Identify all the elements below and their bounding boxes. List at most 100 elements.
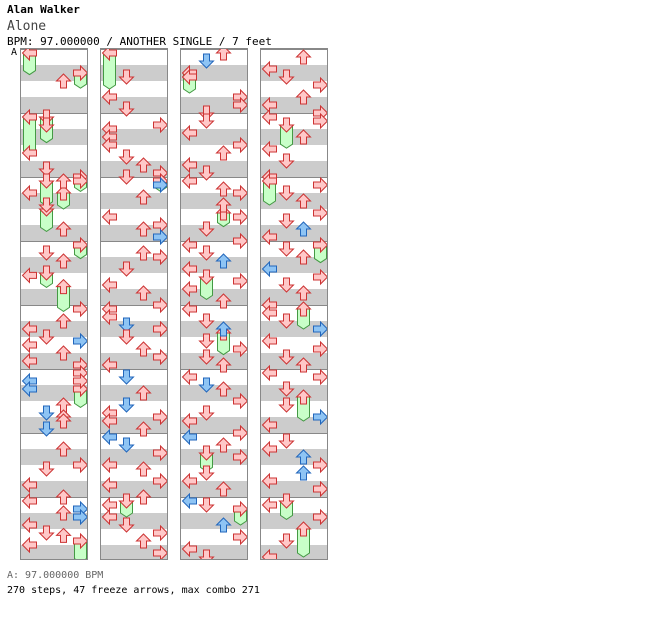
down-arrow [38, 329, 55, 345]
right-arrow [153, 320, 167, 338]
down-arrow [118, 369, 135, 385]
freeze-arrow-head [233, 500, 247, 518]
up-arrow [295, 465, 312, 481]
up-arrow [135, 189, 152, 205]
freeze-arrow-head [73, 172, 87, 190]
left-arrow [261, 416, 277, 434]
left-arrow [261, 140, 277, 158]
up-arrow [55, 441, 72, 457]
right-arrow [233, 424, 247, 442]
beat-stripe [181, 225, 247, 241]
beat-stripe [101, 353, 167, 369]
right-arrow [153, 228, 167, 246]
left-arrow [101, 508, 117, 526]
beat-stripe [101, 65, 167, 81]
chart-column-svg [21, 49, 87, 559]
left-arrow [261, 472, 277, 490]
left-arrow [181, 492, 197, 510]
freeze-arrow-head [55, 185, 72, 201]
up-arrow [215, 481, 232, 497]
left-arrow [181, 412, 197, 430]
beat-stripe [101, 545, 167, 559]
up-arrow [215, 321, 232, 337]
freeze-arrow-head [73, 64, 87, 82]
freeze-arrow-head [73, 236, 87, 254]
down-arrow [198, 333, 215, 349]
beat-stripe [101, 97, 167, 113]
up-arrow [135, 157, 152, 173]
right-arrow [313, 368, 327, 386]
freeze-arrow-head [261, 172, 277, 190]
freeze-arrow-head [38, 265, 55, 281]
up-arrow [55, 505, 72, 521]
beat-stripe [21, 449, 87, 465]
beat-stripe [261, 481, 327, 497]
down-arrow [118, 397, 135, 413]
down-arrow [278, 381, 295, 397]
down-arrow [278, 185, 295, 201]
up-arrow [295, 449, 312, 465]
down-arrow [198, 497, 215, 513]
beat-stripe [21, 289, 87, 305]
left-arrow [181, 124, 197, 142]
right-arrow [313, 268, 327, 286]
up-arrow [135, 245, 152, 261]
up-arrow [55, 413, 72, 429]
down-arrow [38, 197, 55, 213]
up-arrow [295, 89, 312, 105]
left-arrow [21, 352, 37, 370]
down-arrow [198, 349, 215, 365]
beat-stripe [261, 417, 327, 433]
chart-column-svg [101, 49, 167, 559]
down-arrow [198, 405, 215, 421]
right-arrow [313, 320, 327, 338]
up-arrow [215, 181, 232, 197]
bpm-line: A: 97.000000 BPM [7, 570, 104, 581]
right-arrow [153, 296, 167, 314]
left-arrow [261, 260, 277, 278]
up-arrow [55, 73, 72, 89]
up-arrow [55, 489, 72, 505]
beat-stripe [21, 97, 87, 113]
down-arrow [278, 349, 295, 365]
right-arrow [233, 528, 247, 546]
beat-stripe [181, 449, 247, 465]
beat-stripe [181, 129, 247, 145]
up-arrow [295, 249, 312, 265]
right-arrow [153, 544, 167, 559]
left-arrow [181, 156, 197, 174]
left-arrow [261, 364, 277, 382]
beat-stripe [21, 385, 87, 401]
beat-stripe [101, 385, 167, 401]
down-arrow [278, 213, 295, 229]
up-arrow [215, 357, 232, 373]
up-arrow [135, 421, 152, 437]
down-arrow [198, 221, 215, 237]
beat-stripe [181, 481, 247, 497]
down-arrow [38, 161, 55, 177]
beat-stripe [181, 545, 247, 559]
beat-stripe [21, 321, 87, 337]
right-arrow [73, 456, 87, 474]
freeze-arrow-head [38, 173, 55, 189]
right-arrow [313, 480, 327, 498]
down-arrow [38, 117, 55, 133]
beat-stripe [21, 417, 87, 433]
down-arrow [118, 261, 135, 277]
chart-info: BPM: 97.000000 / ANOTHER SINGLE / 7 feet [7, 35, 272, 48]
freeze-arrow-head [295, 389, 312, 405]
beat-stripe [21, 545, 87, 559]
beat-stripe [261, 513, 327, 529]
left-arrow [21, 184, 37, 202]
right-arrow [153, 408, 167, 426]
freeze-arrow-head [295, 301, 312, 317]
beat-stripe [21, 65, 87, 81]
right-arrow [313, 176, 327, 194]
left-arrow [101, 276, 117, 294]
down-arrow [198, 165, 215, 181]
left-arrow [21, 336, 37, 354]
down-arrow [38, 525, 55, 541]
left-arrow [261, 496, 277, 514]
left-arrow [261, 332, 277, 350]
left-arrow [101, 208, 117, 226]
